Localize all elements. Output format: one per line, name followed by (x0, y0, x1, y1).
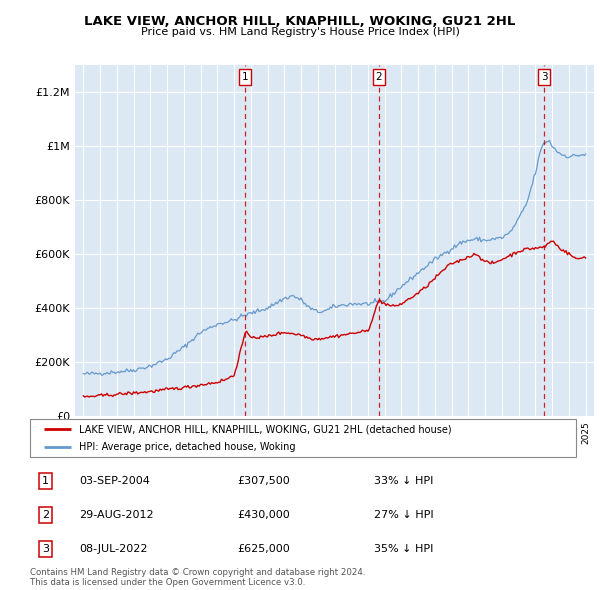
Text: LAKE VIEW, ANCHOR HILL, KNAPHILL, WOKING, GU21 2HL: LAKE VIEW, ANCHOR HILL, KNAPHILL, WOKING… (85, 15, 515, 28)
Text: 2: 2 (376, 72, 382, 82)
Text: 33% ↓ HPI: 33% ↓ HPI (374, 476, 433, 486)
FancyBboxPatch shape (30, 419, 576, 457)
Text: 27% ↓ HPI: 27% ↓ HPI (374, 510, 434, 520)
Text: 29-AUG-2012: 29-AUG-2012 (79, 510, 154, 520)
Text: 2: 2 (42, 510, 49, 520)
Text: Contains HM Land Registry data © Crown copyright and database right 2024.
This d: Contains HM Land Registry data © Crown c… (30, 568, 365, 587)
Text: 1: 1 (242, 72, 248, 82)
Text: 08-JUL-2022: 08-JUL-2022 (79, 544, 148, 554)
Text: £430,000: £430,000 (238, 510, 290, 520)
Text: 35% ↓ HPI: 35% ↓ HPI (374, 544, 433, 554)
Text: 3: 3 (42, 544, 49, 554)
Text: 03-SEP-2004: 03-SEP-2004 (79, 476, 150, 486)
Text: LAKE VIEW, ANCHOR HILL, KNAPHILL, WOKING, GU21 2HL (detached house): LAKE VIEW, ANCHOR HILL, KNAPHILL, WOKING… (79, 424, 452, 434)
Text: Price paid vs. HM Land Registry's House Price Index (HPI): Price paid vs. HM Land Registry's House … (140, 27, 460, 37)
Text: 3: 3 (541, 72, 547, 82)
Text: £307,500: £307,500 (238, 476, 290, 486)
Text: 1: 1 (42, 476, 49, 486)
Text: £625,000: £625,000 (238, 544, 290, 554)
Text: HPI: Average price, detached house, Woking: HPI: Average price, detached house, Woki… (79, 441, 296, 451)
